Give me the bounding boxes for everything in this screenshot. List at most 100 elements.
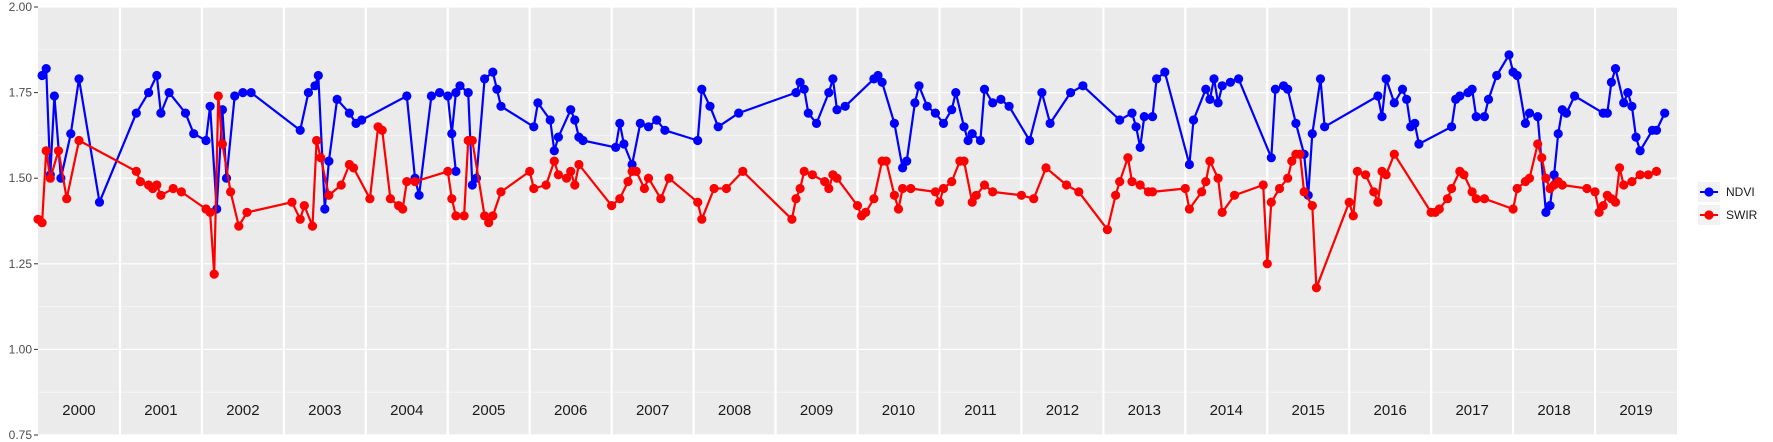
year-label-2011: 2011: [964, 402, 996, 419]
ndvi-point: [1139, 112, 1149, 122]
ndvi-point: [828, 74, 838, 84]
swir-point: [1344, 197, 1354, 207]
swir-point: [1115, 177, 1125, 187]
ndvi-point: [824, 88, 834, 98]
swir-point: [861, 207, 871, 217]
swir-point: [377, 125, 387, 135]
swir-point: [824, 183, 834, 194]
ndvi-point: [1492, 70, 1502, 81]
year-label-2010: 2010: [882, 402, 915, 419]
year-label-2014: 2014: [1210, 402, 1243, 419]
swir-point: [1512, 183, 1522, 194]
swir-point: [1557, 180, 1567, 190]
swir-point: [570, 180, 580, 190]
swir-point: [1041, 163, 1051, 173]
swir-point: [574, 159, 584, 170]
year-label-2006: 2006: [554, 402, 587, 419]
ndvi-point: [1266, 153, 1276, 163]
ndvi-point: [1147, 112, 1158, 122]
ndvi-point: [1213, 98, 1223, 108]
ndvi-point: [1541, 207, 1551, 217]
swir-point: [1217, 207, 1227, 217]
swir-point: [1274, 183, 1285, 194]
ndvi-point: [1660, 108, 1670, 118]
swir-point: [566, 166, 576, 176]
ndvi-point: [1479, 112, 1489, 122]
year-label-2018: 2018: [1537, 402, 1570, 419]
ndvi-point: [566, 105, 576, 115]
swir-point: [938, 183, 949, 194]
swir-point: [348, 163, 359, 173]
ndvi-point: [1471, 112, 1481, 122]
ndvi-point: [94, 197, 105, 207]
ndvi-point: [443, 91, 453, 101]
ndvi-point: [1520, 118, 1530, 128]
ndvi-point: [37, 70, 47, 81]
swir-point: [639, 183, 650, 194]
year-label-2000: 2000: [62, 402, 95, 419]
ndvi-point: [553, 132, 564, 142]
ndvi-point: [1131, 122, 1141, 132]
ndvi-point: [1397, 84, 1408, 94]
swir-point: [242, 207, 252, 217]
ndvi-point: [1414, 139, 1424, 149]
ndvi-point: [246, 88, 256, 98]
series-layer: [33, 50, 1670, 293]
swir-point: [656, 194, 666, 204]
swir-point: [1262, 259, 1272, 269]
ndvi-point: [1549, 170, 1559, 180]
ndvi-point: [451, 166, 461, 176]
swir-point: [1197, 187, 1207, 197]
ndvi-point: [996, 94, 1006, 104]
swir-point: [168, 183, 178, 194]
ndvi-point: [496, 101, 506, 111]
ndvi-point: [1410, 118, 1420, 128]
ndvi-point: [902, 156, 912, 166]
swir-point: [1615, 163, 1625, 173]
ndvi-point: [1160, 67, 1170, 77]
swir-point: [1258, 180, 1268, 190]
swir-point: [447, 194, 457, 204]
swir-point: [1283, 173, 1293, 183]
swir-point: [1479, 194, 1489, 204]
ndvi-point: [898, 163, 908, 173]
swir-point: [410, 177, 420, 187]
ndvi-point: [1373, 91, 1383, 101]
year-label-2017: 2017: [1455, 402, 1488, 419]
swir-point: [906, 183, 916, 194]
ndvi-point: [1152, 74, 1162, 84]
swir-point: [365, 194, 375, 204]
ndvi-point: [1225, 77, 1235, 87]
swir-point: [1442, 194, 1453, 204]
ndvi-point: [201, 135, 211, 146]
ndvi-point: [889, 118, 900, 128]
y-tick-label: 2.00: [9, 0, 33, 14]
swir-point: [217, 139, 227, 149]
swir-point: [156, 190, 166, 200]
ndvi-point: [988, 98, 998, 108]
swir-point: [488, 211, 498, 221]
ndvi-point: [320, 204, 330, 214]
swir-point: [615, 194, 625, 204]
ndvi-point: [877, 77, 887, 87]
ndvi-point: [963, 135, 973, 146]
swir-point: [869, 194, 879, 204]
ndvi-point: [447, 129, 457, 139]
ndvi-point: [310, 81, 320, 91]
year-labels: 2000 2001 2002 2003 2004 2005 2006 2007 2008 2009…: [62, 402, 1652, 419]
swir-point: [62, 194, 72, 204]
swir-point: [1590, 187, 1600, 197]
ndvi-point: [959, 122, 969, 132]
ndvi-point: [1561, 108, 1571, 118]
ndvi-point: [529, 122, 539, 132]
ndvi-point: [164, 88, 174, 98]
swir-point: [1643, 170, 1653, 180]
swir-point: [402, 177, 412, 187]
ndvi-point: [1627, 101, 1637, 111]
ndvi-point: [344, 108, 354, 118]
ndvi-point: [332, 94, 342, 104]
ndvi-point: [1377, 112, 1387, 122]
swir-point: [1459, 170, 1469, 180]
year-label-2015: 2015: [1292, 402, 1325, 419]
